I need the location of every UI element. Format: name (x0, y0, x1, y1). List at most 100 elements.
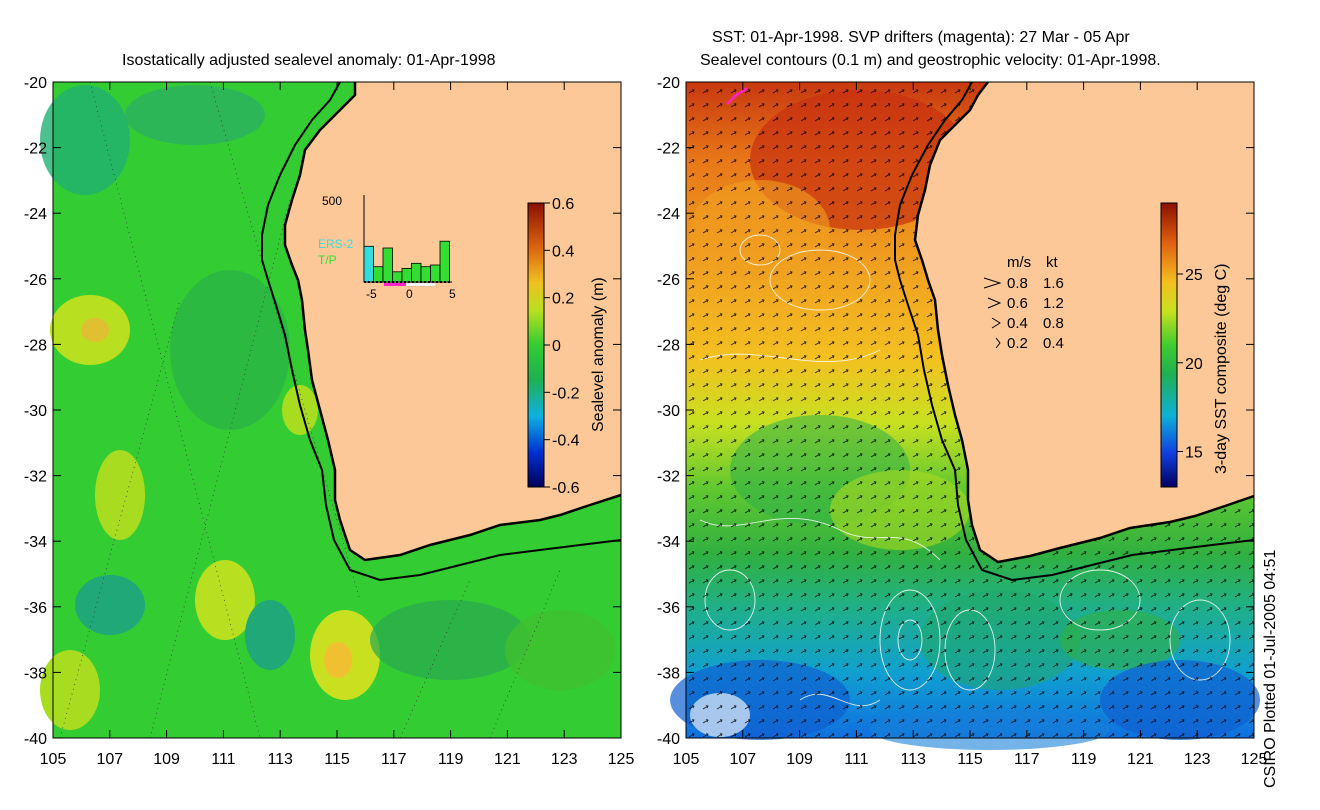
left-x-tick-label: 115 (324, 751, 350, 768)
histogram-date-marker (384, 283, 406, 286)
sla-anomaly-blobs (40, 85, 615, 730)
velocity-legend-arrow (991, 317, 1001, 329)
histogram-bar-tp (420, 266, 431, 283)
left-x-tick-label: 123 (551, 751, 578, 768)
velocity-legend-header-kt: kt (1046, 254, 1059, 271)
right-x-tick-label: 115 (957, 751, 983, 768)
left-y-tick-label: -34 (24, 534, 47, 551)
histogram-bar-tp (401, 267, 412, 283)
histogram-bar-ers2 (363, 245, 374, 283)
left-cbar-ticks-label: 0.4 (552, 243, 574, 260)
velocity-legend-ms: 0.6 (1007, 295, 1028, 312)
histogram-bar-tp (439, 240, 450, 283)
velocity-legend-ms: 0.4 (1007, 315, 1028, 332)
right-y-tick-label: -38 (657, 665, 680, 682)
right-x-tick-label: 117 (1014, 751, 1040, 768)
left-y-tick-label: -36 (24, 600, 47, 617)
right-y-tick-label: -36 (657, 600, 680, 617)
histogram-future-marker (405, 282, 437, 287)
right-y-tick-label: -24 (657, 206, 680, 223)
left-cbar-ticks-label: 0.2 (552, 291, 574, 308)
left-x-tick-label: 117 (381, 751, 407, 768)
left-cbar-ticks-label: -0.4 (552, 433, 580, 450)
right-colorbar-label: 3-day SST composite (deg C) (1213, 264, 1230, 474)
right-x-tick-label: 107 (729, 751, 756, 768)
left-x-tick-label: 111 (211, 751, 235, 768)
left-x-tick-label: 113 (267, 751, 293, 768)
velocity-legend-arrow (983, 277, 1002, 289)
velocity-legend: m/s kt 0.8 1.6 0.6 1.2 0.4 0.8 0.2 0.4 (983, 254, 1064, 352)
right-x-tick-label: 125 (1241, 751, 1268, 768)
velocity-legend-kt: 0.4 (1043, 335, 1064, 352)
histogram-legend-tp: T/P (318, 253, 337, 267)
velocity-legend-ms: 0.8 (1007, 275, 1028, 292)
right-y-tick-label: -34 (657, 534, 680, 551)
svp-drifter-track (726, 86, 748, 105)
left-y-tick-label: -22 (24, 141, 47, 158)
left-coastline (261, 81, 622, 582)
right-cbar-ticks-label: 25 (1185, 267, 1203, 284)
histogram-x-tick-0: 0 (406, 287, 413, 301)
velocity-legend-ms: 0.2 (1007, 335, 1028, 352)
right-coastline (894, 81, 1255, 582)
right-map-title-line1: SST: 01-Apr-1998. SVP drifters (magenta)… (712, 29, 1130, 46)
left-y-tick-label: -26 (24, 272, 47, 289)
left-x-tick-label: 107 (96, 751, 123, 768)
right-x-tick-label: 121 (1127, 751, 1154, 768)
left-colorbar (527, 202, 545, 488)
histogram-x-tick-neg5: -5 (366, 287, 377, 301)
right-x-tick-label: 119 (1071, 751, 1097, 768)
left-cbar-ticks-label: -0.6 (552, 480, 580, 497)
left-x-tick-label: 125 (608, 751, 635, 768)
right-colorbar (1160, 202, 1178, 488)
left-map-title: Isostatically adjusted sealevel anomaly:… (122, 52, 496, 69)
histogram-x-tick-5: 5 (449, 287, 456, 301)
left-y-tick-label: -40 (24, 731, 47, 748)
left-cbar-ticks-label: 0.6 (552, 196, 574, 213)
left-y-tick-label: -30 (24, 403, 47, 420)
histogram-bar-tp (411, 262, 422, 283)
left-y-tick-label: -24 (24, 206, 47, 223)
histogram-bar-tp (430, 264, 441, 283)
velocity-legend-kt: 0.8 (1043, 315, 1064, 332)
right-y-tick-label: -22 (657, 141, 680, 158)
right-map-title-line2: Sealevel contours (0.1 m) and geostrophi… (700, 52, 1161, 69)
histogram-bar-tp (392, 271, 403, 283)
right-x-tick-label: 105 (673, 751, 700, 768)
left-y-tick-label: -28 (24, 337, 47, 354)
satellite-ground-tracks (59, 81, 561, 739)
right-x-tick-label: 111 (844, 751, 868, 768)
histogram-y-max: 500 (322, 194, 342, 208)
right-x-tick-label: 113 (900, 751, 926, 768)
velocity-legend-arrow (995, 337, 1001, 349)
histogram-bar-tp (373, 266, 384, 283)
left-x-tick-label: 105 (40, 751, 67, 768)
right-y-tick-label: -20 (657, 75, 680, 92)
right-colorbar-ticks: 25 20 15 (1177, 267, 1203, 462)
right-y-tick-label: -32 (657, 469, 680, 486)
left-cbar-ticks-label: 0 (552, 338, 561, 355)
velocity-legend-kt: 1.6 (1043, 275, 1064, 292)
velocity-legend-kt: 1.2 (1043, 295, 1064, 312)
left-y-tick-label: -20 (24, 75, 47, 92)
left-x-tick-label: 121 (494, 751, 521, 768)
histogram-bar-tp (382, 247, 393, 283)
right-y-axis: -20 -22 -24 -26 -28 -30 -32 -34 -36 -38 -40 (657, 75, 1254, 748)
left-colorbar-ticks: 0.6 0.4 0.2 0 -0.2 -0.4 -0.6 (544, 196, 580, 497)
right-y-tick-label: -40 (657, 731, 680, 748)
altimetry-histogram: 500 ERS-2 T/P -5 0 5 (318, 194, 456, 301)
right-cbar-ticks-label: 20 (1185, 356, 1203, 373)
left-x-tick-label: 109 (153, 751, 180, 768)
left-y-axis: -20 -22 -24 -26 -28 -30 -32 -34 -36 -38 -40 (24, 75, 621, 748)
left-cbar-ticks-label: -0.2 (552, 385, 580, 402)
plot-credit-text: CSIRO Plotted 01-Jul-2005 04:51 (1262, 549, 1279, 788)
right-y-tick-label: -26 (657, 272, 680, 289)
right-x-tick-label: 109 (786, 751, 813, 768)
left-y-tick-label: -38 (24, 665, 47, 682)
velocity-legend-arrow (987, 297, 1002, 309)
histogram-legend-ers2: ERS-2 (318, 237, 354, 251)
left-x-tick-label: 119 (438, 751, 464, 768)
right-x-axis: 105 107 109 111 113 115 117 119 121 123 125 (673, 82, 1268, 768)
left-colorbar-label: Sealevel anomaly (m) (590, 277, 607, 432)
